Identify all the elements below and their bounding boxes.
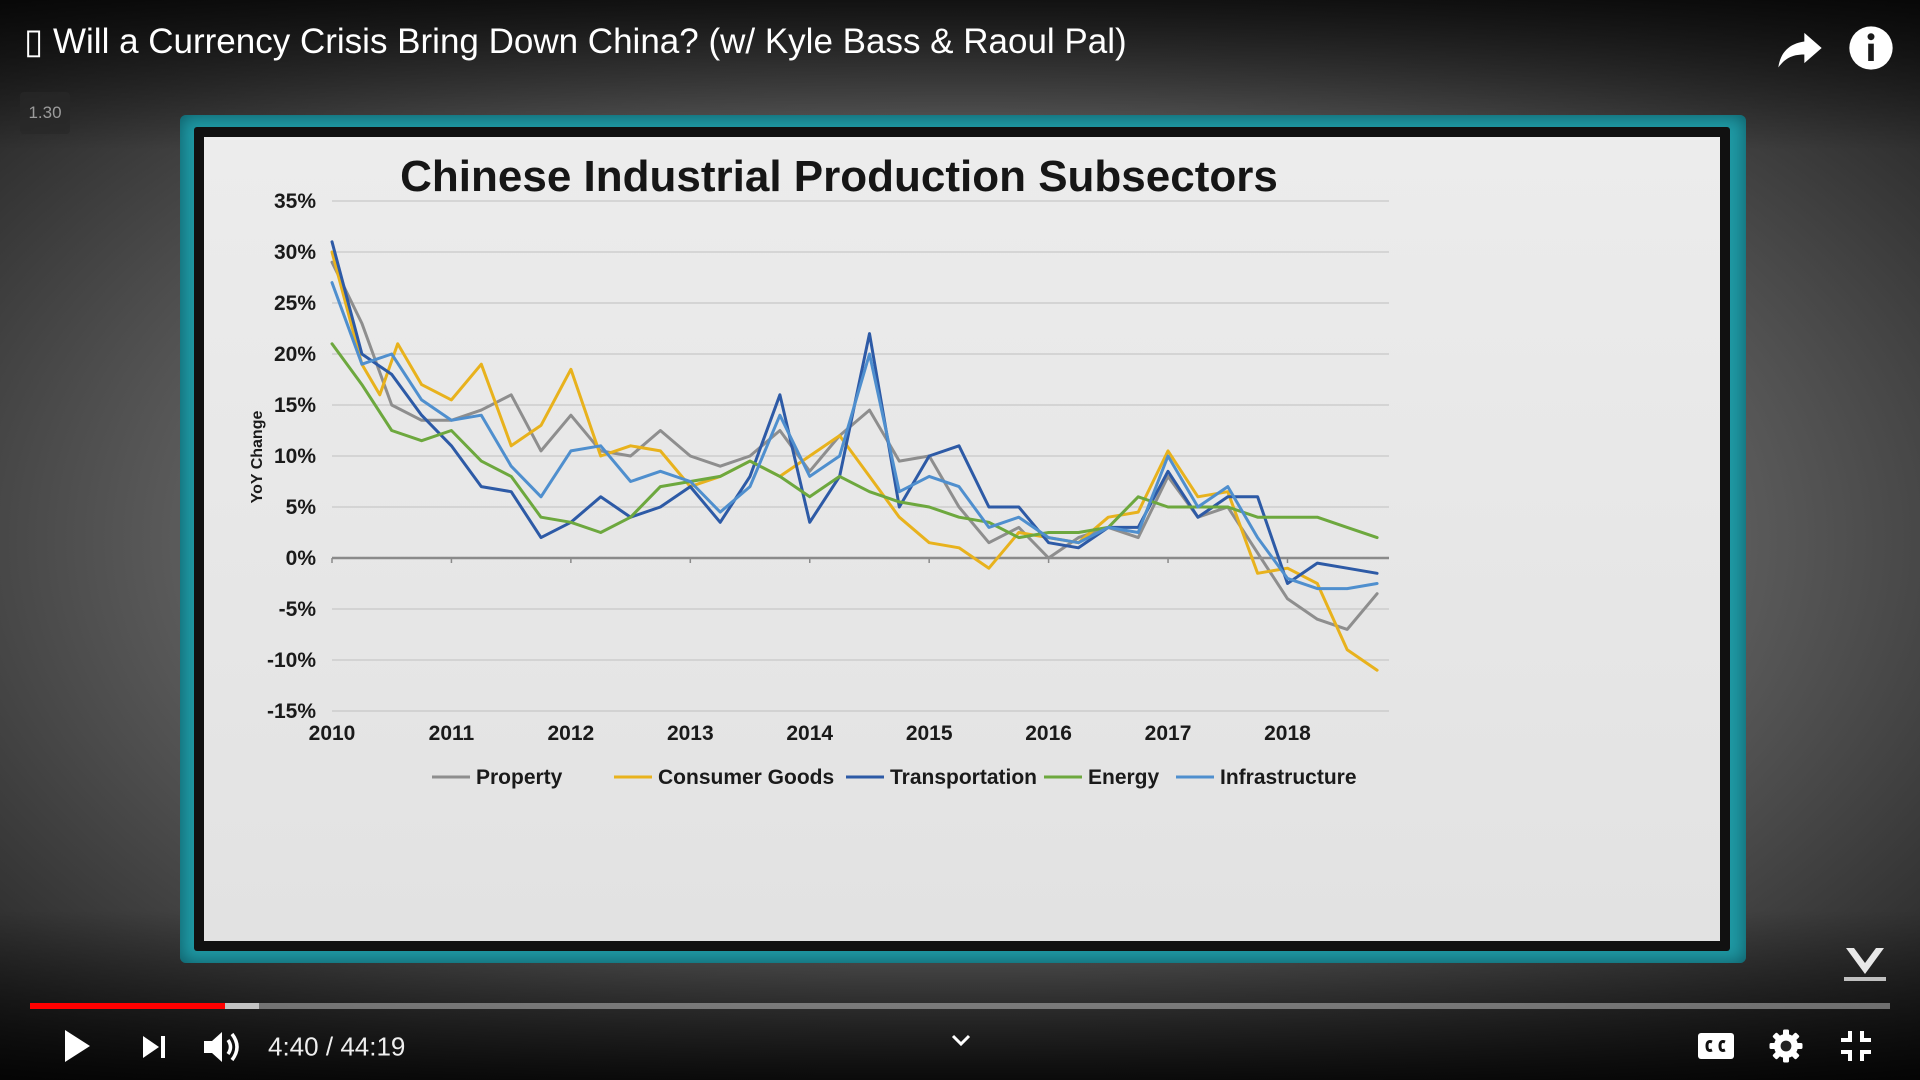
next-icon [143,1036,165,1058]
series-line-infrastructure [330,281,1379,591]
series-line-consumer-goods [330,250,1379,672]
x-tick-label: 2018 [1264,722,1311,745]
y-tick-label: 20% [274,343,316,366]
legend-label: Transportation [890,766,1037,789]
volume-icon [204,1032,239,1062]
x-tick-label: 2014 [786,722,833,745]
y-tick-label: -5% [279,598,317,621]
series-line-energy [330,342,1379,540]
y-tick-label: 0% [286,547,317,570]
chevron-down-icon [951,1034,971,1047]
series-line-property [330,260,1379,631]
y-tick-label: 35% [274,190,316,213]
y-tick-label: 15% [274,394,316,417]
real-vision-logo [1840,944,1890,986]
y-tick-label: 10% [274,445,316,468]
legend-label: Property [476,766,563,789]
time-display: 4:40 / 44:19 [268,1030,405,1063]
y-tick-label: -10% [267,649,316,672]
y-tick-label: 25% [274,292,316,315]
info-icon[interactable] [1845,22,1897,74]
series-line-transportation [330,240,1379,585]
y-tick-label: 30% [274,241,316,264]
legend-label: Consumer Goods [658,766,834,789]
chevron-down-button[interactable] [948,1030,974,1055]
chart-title: Chinese Industrial Production Subsectors [400,152,1278,201]
captions-icon [1698,1033,1734,1059]
share-icon[interactable] [1774,22,1826,74]
progress-played [30,1003,226,1009]
time-separator: / [325,1031,334,1062]
chart-paper: Chinese Industrial Production Subsectors… [204,137,1720,941]
playback-speed-badge: 1.30 [20,92,70,134]
current-time: 4:40 [268,1031,319,1062]
exit-fullscreen-icon [1841,1031,1871,1061]
play-button[interactable] [56,1026,96,1071]
play-icon [65,1030,90,1062]
captions-button[interactable] [1696,1029,1736,1068]
y-tick-label: 5% [286,496,317,519]
video-title[interactable]: ▯ Will a Currency Crisis Bring Down Chin… [24,22,1127,61]
legend-label: Energy [1088,766,1160,789]
y-tick-label: -15% [267,700,316,723]
x-tick-label: 2013 [667,722,714,745]
settings-button[interactable] [1768,1026,1804,1071]
x-tick-label: 2016 [1025,722,1072,745]
x-tick-label: 2017 [1145,722,1192,745]
x-tick-label: 2015 [906,722,953,745]
next-button[interactable] [137,1030,171,1069]
legend-label: Infrastructure [1220,766,1357,789]
x-tick-label: 2012 [548,722,595,745]
x-tick-label: 2011 [429,722,475,745]
chart: Chinese Industrial Production Subsectors… [249,152,1389,789]
chalkboard-frame: Chinese Industrial Production Subsectors… [180,115,1746,963]
exit-fullscreen-button[interactable] [1838,1028,1874,1069]
duration: 44:19 [340,1031,406,1062]
chart-frame: Chinese Industrial Production Subsectors… [194,127,1730,951]
x-tick-label: 2010 [309,722,356,745]
y-axis-label: YoY Change [249,411,266,504]
volume-button[interactable] [200,1026,246,1073]
progress-bar[interactable] [30,1003,1890,1009]
settings-icon [1769,1029,1803,1063]
